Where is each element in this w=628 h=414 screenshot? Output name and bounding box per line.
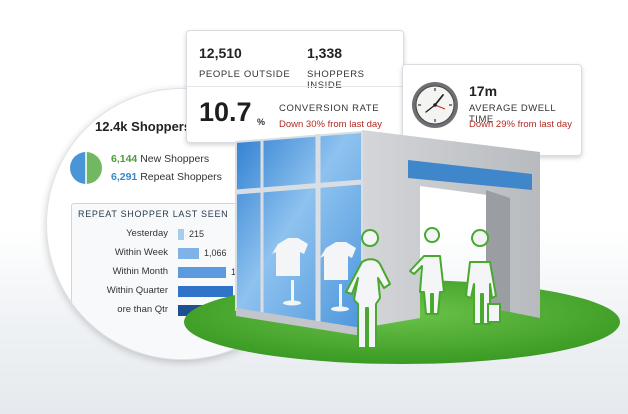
repeat-row-label: Within Quarter [106,285,168,296]
repeat-row-label: Within Week [114,247,168,258]
conversion-value: 10.7 [199,97,252,127]
mannequin-shirts [272,238,356,312]
people-outside-label: PEOPLE OUTSIDE [199,69,291,80]
repeat-row-label: Yesterday [126,228,168,239]
clock-icon [412,82,458,128]
repeat-row-value: 1,066 [204,248,227,258]
shoppers-title: 12.4k Shoppers [95,119,192,134]
repeat-row-bar [178,267,226,278]
conversion-unit: % [257,117,266,127]
stats-divider [187,86,403,87]
repeat-row-label: Within Month [112,266,168,277]
repeat-row-label: ore than Qtr [117,304,168,315]
shoppers-inside-value: 1,338 [307,45,343,61]
conversion-label: CONVERSION RATE [279,103,380,114]
stats-card: 12,510 PEOPLE OUTSIDE 1,338 SHOPPERS INS… [186,30,404,143]
repeat-section-title: REPEAT SHOPPER LAST SEEN [78,209,229,219]
repeat-shoppers-line: 6,291 Repeat Shoppers [111,171,222,183]
dwell-change: Down 29% from last day [469,119,572,130]
new-shoppers-label: New Shoppers [140,153,210,165]
repeat-shoppers-label: Repeat Shoppers [140,171,222,183]
new-shoppers-value: 6,144 [111,153,138,165]
dwell-value: 17m [469,83,498,99]
store-sign [408,160,532,190]
repeat-row-bar [178,286,233,297]
repeat-row-bar [178,229,184,240]
repeat-row-bar [178,248,199,259]
repeat-row-value: 215 [189,229,205,239]
store-window [235,130,363,332]
people-outside-value: 12,510 [199,45,242,61]
dwell-label: AVERAGE DWELL TIME [469,103,556,125]
new-shoppers-line: 6,144 New Shoppers [111,153,209,165]
shopper-silhouettes [345,227,501,349]
shoppers-inside-label: SHOPPERS INSIDE [307,69,365,91]
conversion-change: Down 30% from last day [279,119,382,130]
shoppers-pie-icon [70,152,102,184]
repeat-shoppers-value: 6,291 [111,171,138,183]
